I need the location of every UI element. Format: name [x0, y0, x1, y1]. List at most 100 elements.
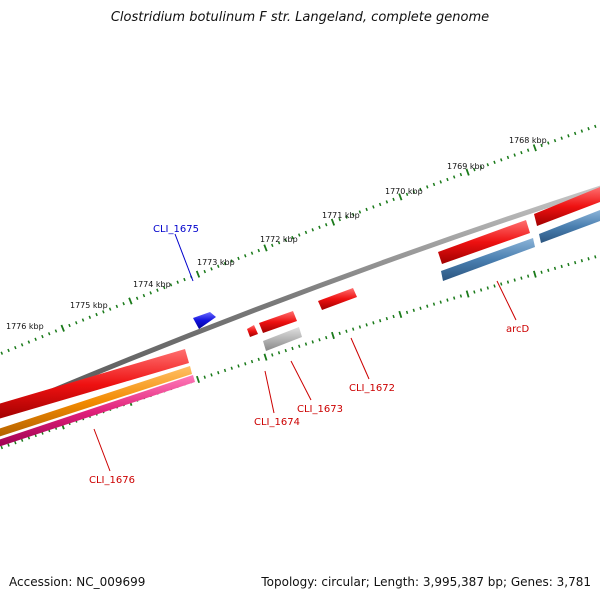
upper-scale-tick [567, 134, 570, 138]
upper-scale-tick [176, 280, 179, 284]
gene-cli-1675[interactable] [193, 312, 216, 329]
gene-arcd-red[interactable] [438, 220, 530, 264]
upper-scale-tick [439, 180, 442, 184]
upper-scale-tick [365, 207, 368, 212]
upper-scale-tick [351, 212, 355, 217]
lower-scale-tick [325, 335, 328, 340]
upper-scale-tick [324, 223, 328, 227]
label-cli-1673[interactable]: CLI_1673 [297, 404, 343, 415]
upper-scale-tick [108, 307, 112, 311]
upper-scale-tick [135, 296, 139, 300]
accession-text: Accession: NC_009699 [9, 575, 146, 589]
lower-scale-tick [405, 310, 409, 315]
upper-scale-tick [0, 351, 4, 355]
lower-scale-tick [479, 288, 483, 292]
upper-scale-tick [195, 270, 201, 278]
lower-scale-tick [533, 270, 537, 278]
lower-scale-tick [446, 298, 449, 302]
upper-scale-tick [594, 124, 597, 129]
upper-scale-tick [271, 243, 274, 248]
upper-scale-tick [162, 285, 166, 290]
lower-scale-tick [500, 282, 503, 286]
gene-steel-right[interactable] [539, 210, 600, 243]
gene-cli-1676-red[interactable] [0, 349, 189, 420]
upper-scale-tick [115, 304, 119, 309]
upper-scale-tick [142, 293, 146, 298]
map-title: Clostridium botulinum F str. Langeland, … [110, 10, 490, 25]
lower-scale-tick [574, 260, 577, 265]
lower-scale-tick [412, 308, 415, 312]
genome-backbone [0, 185, 600, 416]
lower-scale-tick [547, 268, 550, 272]
lower-scale-tick [284, 348, 287, 353]
gene-cli-1676-pink[interactable] [0, 375, 195, 448]
upper-scale-tick [446, 177, 449, 182]
upper-scale-tick [122, 302, 125, 306]
tick-label-1775: 1775 kbp [70, 301, 108, 310]
upper-scale-tick [257, 248, 261, 253]
label-cli-1676[interactable]: CLI_1676 [89, 475, 135, 486]
upper-scale-tick [54, 329, 58, 333]
lower-scale-tick [217, 371, 220, 375]
upper-scale-tick [102, 310, 105, 314]
scale-arc-upper [0, 120, 600, 355]
upper-scale-tick [493, 160, 496, 164]
upper-scale-tick [75, 321, 78, 325]
lower-scale-tick [338, 331, 341, 336]
gene-cli-1676-orange[interactable] [0, 366, 192, 438]
upper-scale-tick [169, 283, 173, 287]
lower-scale-tick [196, 375, 200, 384]
label-cli-1675[interactable]: CLI_1675 [153, 224, 199, 235]
upper-scale-tick [41, 334, 44, 339]
gene-cli-1673-red[interactable] [259, 311, 297, 333]
upper-scale-tick [330, 218, 336, 226]
upper-scale-tick [560, 136, 563, 140]
lower-scale-tick [203, 375, 206, 379]
lower-scale-tick [419, 306, 422, 310]
label-cli-1674[interactable]: CLI_1674 [254, 417, 300, 428]
gene-cli-1672[interactable] [318, 288, 357, 310]
upper-scale-tick [7, 348, 10, 353]
upper-scale-tick [88, 315, 92, 319]
gene-cli-1674[interactable] [247, 325, 258, 337]
lower-scale-tick [298, 344, 301, 348]
lower-scale-tick [439, 300, 442, 304]
lower-scale-tick [20, 438, 24, 442]
lower-scale-tick [587, 257, 590, 261]
tick-label-1776: 1776 kbp [6, 322, 44, 331]
upper-scale-tick [304, 230, 308, 235]
tick-label-1770: 1770 kbp [385, 187, 423, 196]
upper-scale-tick [277, 241, 281, 245]
upper-scale-tick [479, 165, 483, 169]
leader-cli-1675 [174, 233, 194, 282]
lower-scale-tick [257, 357, 260, 362]
gene-cli-1673-gray[interactable] [263, 327, 302, 351]
label-arcd[interactable]: arcD [506, 324, 530, 335]
upper-scale-tick [223, 261, 227, 266]
gene-arcd-steel[interactable] [441, 238, 535, 281]
leader-cli-1674 [264, 370, 275, 414]
label-cli-1672[interactable]: CLI_1672 [349, 383, 395, 394]
gene-red-upper-right[interactable] [534, 187, 600, 226]
lower-scale-tick [540, 270, 543, 274]
lower-scale-tick [237, 364, 240, 368]
lower-scale-tick [14, 441, 17, 445]
upper-scale-tick [532, 144, 537, 152]
upper-scale-tick [230, 259, 234, 263]
upper-scale-tick [237, 256, 240, 261]
upper-scale-tick [378, 202, 382, 207]
upper-scale-tick [210, 267, 213, 271]
upper-scale-tick [587, 127, 590, 131]
upper-scale-tick [500, 158, 503, 162]
lower-scale-tick [345, 329, 348, 333]
upper-scale-tick [432, 182, 436, 187]
upper-scale-tick [311, 228, 314, 232]
lower-scale-tick [210, 373, 213, 377]
upper-scale-tick [203, 269, 207, 274]
lower-scale-tick [304, 342, 308, 346]
upper-scale-tick [95, 312, 98, 317]
lower-scale-tick [465, 290, 470, 298]
upper-scale-tick [345, 215, 348, 219]
lower-scale-tick [271, 353, 274, 357]
upper-scale-tick [47, 332, 51, 336]
